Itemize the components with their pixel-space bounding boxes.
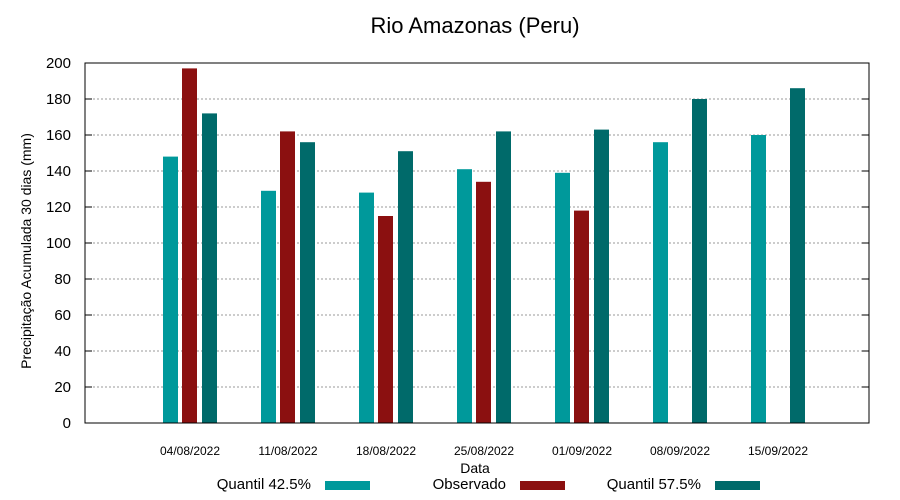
y-tick-label: 40 (54, 343, 71, 360)
y-axis: 0 20 40 60 80 100 120 140 160 180 200 (46, 55, 869, 432)
bar-series-1-cat-2 (378, 216, 393, 423)
legend-label-0: Quantil 42.5% (217, 476, 311, 493)
bar-series-0-cat-0 (163, 156, 178, 423)
bar-series-2-cat-6 (790, 88, 805, 423)
y-tick-label: 100 (46, 235, 71, 252)
bar-series-2-cat-4 (594, 129, 609, 423)
y-tick-label: 180 (46, 91, 71, 108)
legend-swatch-2 (715, 481, 760, 490)
x-axis-title: Data (460, 460, 490, 476)
bar-series-1-cat-0 (182, 68, 197, 424)
x-tick-label: 18/08/2022 (356, 444, 416, 458)
bar-series-1-cat-4 (574, 210, 589, 423)
y-tick-label: 140 (46, 163, 71, 180)
bar-series-2-cat-3 (496, 131, 511, 423)
y-axis-title: Precipitação Acumulada 30 dias (mm) (18, 133, 34, 369)
bar-series-2-cat-2 (398, 151, 413, 423)
bar-series-0-cat-1 (261, 190, 276, 423)
x-tick-label: 01/09/2022 (552, 444, 612, 458)
legend-label-2: Quantil 57.5% (607, 476, 701, 493)
x-tick-label: 08/09/2022 (650, 444, 710, 458)
bar-series-0-cat-3 (457, 169, 472, 423)
y-tick-label: 160 (46, 127, 71, 144)
y-tick-label: 200 (46, 55, 71, 72)
bar-series-0-cat-4 (555, 172, 570, 423)
x-tick-label: 25/08/2022 (454, 444, 514, 458)
bar-series-1-cat-3 (476, 181, 491, 423)
y-tick-label: 80 (54, 271, 71, 288)
y-tick-label: 0 (63, 415, 71, 432)
x-axis: 04/08/2022 11/08/2022 18/08/2022 25/08/2022… (160, 444, 808, 458)
bar-series-2-cat-5 (692, 99, 707, 423)
bars-layer (163, 68, 805, 424)
bar-series-0-cat-5 (653, 142, 668, 423)
x-tick-label: 15/09/2022 (748, 444, 808, 458)
y-tick-label: 20 (54, 379, 71, 396)
bar-series-2-cat-0 (202, 113, 217, 424)
legend-label-1: Observado (433, 476, 506, 493)
x-tick-label: 11/08/2022 (258, 444, 317, 458)
bar-series-1-cat-1 (280, 131, 295, 423)
y-tick-label: 120 (46, 199, 71, 216)
legend: Quantil 42.5% Observado Quantil 57.5% (217, 476, 760, 493)
bar-series-0-cat-2 (359, 192, 374, 423)
legend-swatch-1 (520, 481, 565, 490)
bar-series-0-cat-6 (751, 135, 766, 423)
y-tick-label: 60 (54, 307, 71, 324)
chart-title: Rio Amazonas (Peru) (370, 13, 579, 38)
bar-series-2-cat-1 (300, 142, 315, 423)
legend-swatch-0 (325, 481, 370, 490)
x-tick-label: 04/08/2022 (160, 444, 220, 458)
